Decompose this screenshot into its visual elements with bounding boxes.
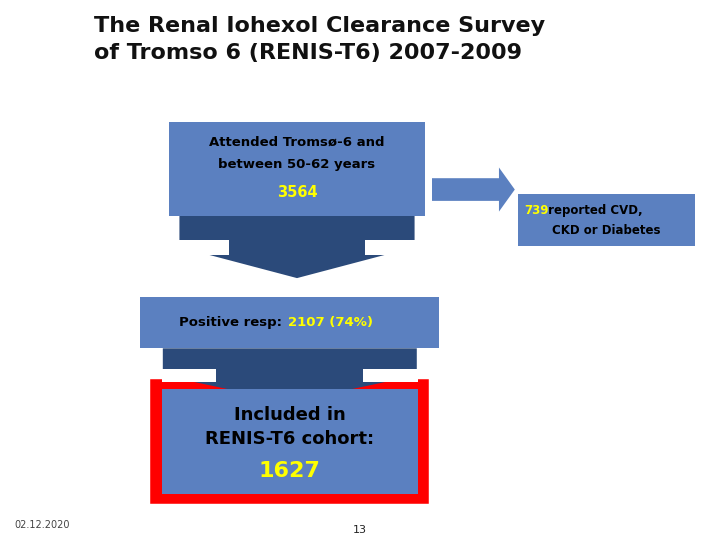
Text: Positive resp:: Positive resp: [179, 316, 287, 329]
Text: 2107 (74%): 2107 (74%) [288, 316, 373, 329]
Text: between 50-62 years: between 50-62 years [218, 158, 376, 172]
FancyBboxPatch shape [153, 382, 426, 501]
Text: 02.12.2020: 02.12.2020 [14, 520, 70, 530]
FancyBboxPatch shape [169, 122, 425, 216]
FancyBboxPatch shape [518, 194, 695, 246]
FancyBboxPatch shape [162, 389, 418, 494]
Polygon shape [163, 348, 417, 402]
Text: 1627: 1627 [259, 461, 320, 481]
Text: 739: 739 [524, 204, 549, 217]
Polygon shape [432, 167, 515, 212]
Text: CKD or Diabetes: CKD or Diabetes [552, 224, 661, 238]
Text: The Renal Iohexol Clearance Survey
of Tromso 6 (RENIS-T6) 2007-2009: The Renal Iohexol Clearance Survey of Tr… [94, 16, 545, 63]
Polygon shape [364, 369, 418, 382]
Text: 13: 13 [353, 524, 367, 535]
Polygon shape [179, 240, 229, 254]
Text: RENIS-T6 cohort:: RENIS-T6 cohort: [205, 430, 374, 448]
Polygon shape [365, 240, 415, 254]
FancyBboxPatch shape [140, 297, 439, 348]
Text: reported CVD,: reported CVD, [544, 204, 643, 217]
Text: Included in: Included in [234, 406, 346, 424]
Polygon shape [179, 216, 415, 278]
Text: Attended Tromsø-6 and: Attended Tromsø-6 and [210, 136, 384, 149]
Text: 3564: 3564 [276, 185, 318, 200]
Polygon shape [162, 369, 216, 382]
